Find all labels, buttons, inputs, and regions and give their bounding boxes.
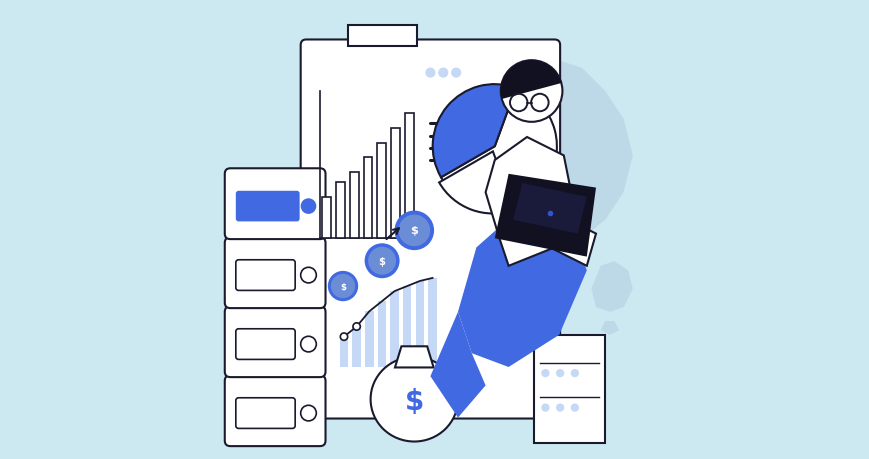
Polygon shape bbox=[494, 174, 595, 257]
Polygon shape bbox=[600, 321, 618, 335]
Circle shape bbox=[330, 274, 355, 298]
Circle shape bbox=[301, 336, 316, 352]
Bar bbox=[415, 281, 423, 367]
Polygon shape bbox=[591, 262, 632, 312]
Polygon shape bbox=[513, 184, 586, 234]
Polygon shape bbox=[549, 220, 595, 266]
Bar bbox=[377, 302, 386, 367]
Bar bbox=[405, 114, 414, 239]
Text: $: $ bbox=[378, 256, 385, 266]
Bar bbox=[322, 197, 330, 239]
Circle shape bbox=[394, 211, 434, 251]
FancyBboxPatch shape bbox=[235, 329, 295, 360]
Text: $: $ bbox=[410, 226, 418, 236]
Wedge shape bbox=[439, 152, 514, 214]
Bar bbox=[335, 183, 344, 239]
Bar bbox=[402, 286, 411, 367]
FancyBboxPatch shape bbox=[301, 40, 560, 419]
Circle shape bbox=[501, 61, 561, 123]
Text: $: $ bbox=[340, 282, 346, 291]
Circle shape bbox=[301, 199, 316, 214]
Circle shape bbox=[438, 68, 448, 78]
Text: $: $ bbox=[404, 388, 423, 415]
Bar bbox=[377, 143, 386, 239]
Circle shape bbox=[353, 323, 360, 330]
Circle shape bbox=[425, 68, 435, 78]
Circle shape bbox=[301, 268, 316, 283]
Circle shape bbox=[555, 369, 564, 377]
Bar bbox=[340, 337, 348, 367]
Bar bbox=[365, 312, 373, 367]
Bar bbox=[390, 291, 398, 367]
Bar bbox=[352, 327, 361, 367]
Circle shape bbox=[570, 369, 578, 377]
Bar bbox=[391, 129, 400, 239]
Polygon shape bbox=[457, 211, 586, 367]
Bar bbox=[428, 278, 436, 367]
Circle shape bbox=[451, 68, 461, 78]
FancyBboxPatch shape bbox=[235, 398, 295, 429]
Circle shape bbox=[541, 403, 549, 412]
Polygon shape bbox=[395, 347, 433, 368]
Wedge shape bbox=[432, 85, 515, 178]
FancyBboxPatch shape bbox=[235, 260, 295, 291]
Polygon shape bbox=[430, 312, 485, 418]
FancyBboxPatch shape bbox=[235, 191, 299, 222]
Circle shape bbox=[368, 247, 395, 275]
Ellipse shape bbox=[370, 357, 457, 442]
Circle shape bbox=[398, 215, 429, 246]
Wedge shape bbox=[501, 61, 561, 100]
Polygon shape bbox=[485, 138, 573, 266]
Circle shape bbox=[541, 369, 549, 377]
Bar bbox=[363, 158, 372, 239]
FancyBboxPatch shape bbox=[224, 238, 325, 308]
Polygon shape bbox=[462, 60, 632, 248]
Circle shape bbox=[340, 333, 348, 341]
Polygon shape bbox=[485, 211, 541, 317]
Wedge shape bbox=[441, 89, 556, 209]
Circle shape bbox=[555, 403, 564, 412]
Bar bbox=[349, 173, 358, 239]
Circle shape bbox=[570, 403, 578, 412]
Circle shape bbox=[328, 271, 358, 302]
FancyBboxPatch shape bbox=[348, 26, 416, 47]
FancyBboxPatch shape bbox=[224, 169, 325, 240]
Circle shape bbox=[301, 405, 316, 421]
FancyBboxPatch shape bbox=[534, 335, 605, 443]
Circle shape bbox=[364, 244, 399, 279]
FancyBboxPatch shape bbox=[224, 307, 325, 377]
FancyBboxPatch shape bbox=[224, 375, 325, 446]
